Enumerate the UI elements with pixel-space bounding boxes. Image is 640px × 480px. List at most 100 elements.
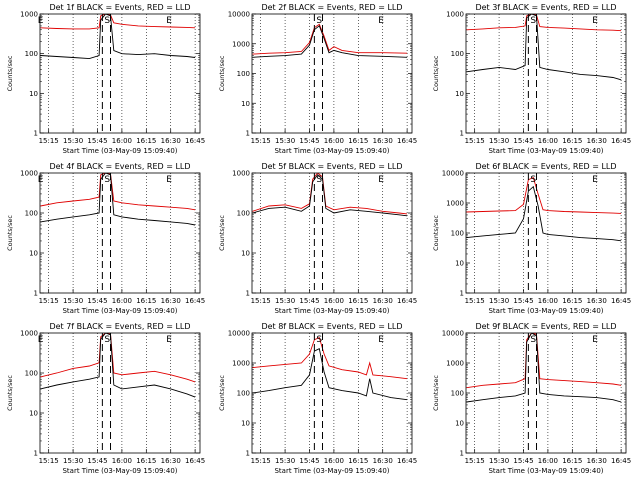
interval-marker-e: E — [166, 335, 172, 345]
plot-frame — [251, 13, 413, 134]
x-tick-label: 16:00 — [538, 457, 558, 465]
detector-panel-3: Det 3f BLACK = Events, RED = LLD 1 10 100 10… — [432, 3, 631, 155]
x-tick-label: 16:00 — [112, 137, 132, 145]
y-tick-label: 100 — [237, 210, 250, 218]
x-tick-label: 15:30 — [275, 137, 295, 145]
interval-marker-e: E — [378, 16, 384, 26]
plot-frame — [39, 172, 201, 294]
y-tick-label: 1 — [460, 130, 464, 138]
x-tick-label: 15:30 — [489, 457, 509, 465]
y-tick-label: 100 — [25, 370, 38, 378]
y-tick-label: 10 — [29, 410, 38, 418]
x-tick-label: 16:00 — [538, 297, 558, 305]
interval-marker-s: S — [104, 16, 110, 26]
interval-marker-e: E — [38, 175, 44, 185]
detector-panel-2: Det 2f BLACK = Events, RED = LLD 1 10 100 10… — [218, 3, 417, 155]
y-tick-label: 100 — [451, 390, 464, 398]
plot-frame — [251, 172, 413, 294]
x-tick-label: 16:45 — [397, 457, 417, 465]
y-tick-label: 10 — [455, 90, 464, 98]
y-tick-label: 10 — [241, 250, 250, 258]
y-axis-label: Counts/sec — [6, 215, 14, 251]
y-axis-label: Counts/sec — [6, 375, 14, 411]
y-axis-label: Counts/sec — [218, 215, 226, 251]
x-tick-label: 16:45 — [611, 457, 631, 465]
y-tick-label: 10000 — [442, 330, 464, 338]
y-tick-label: 100 — [451, 50, 464, 58]
x-tick-label: 16:45 — [185, 297, 205, 305]
detector-panel-8: Det 8f BLACK = Events, RED = LLD 1 10 100 10… — [218, 322, 417, 475]
x-tick-label: 16:15 — [562, 137, 582, 145]
plot-frame — [39, 332, 201, 454]
x-tick-label: 16:30 — [587, 457, 607, 465]
x-axis-label: Start Time (03-May-09 15:09:40) — [62, 147, 177, 155]
x-tick-label: 15:15 — [465, 137, 485, 145]
x-tick-label: 16:15 — [348, 137, 368, 145]
plot-frame — [465, 332, 627, 454]
y-tick-label: 1000 — [20, 330, 38, 338]
x-tick-label: 15:45 — [87, 137, 107, 145]
x-tick-label: 16:00 — [324, 297, 344, 305]
interval-marker-e: E — [166, 175, 172, 185]
interval-marker-s: S — [530, 335, 536, 345]
y-tick-label: 10 — [455, 260, 464, 268]
y-tick-label: 100 — [25, 50, 38, 58]
y-tick-label: 10 — [29, 90, 38, 98]
y-tick-label: 10 — [241, 420, 250, 428]
x-tick-label: 15:45 — [299, 457, 319, 465]
y-tick-label: 10000 — [228, 330, 250, 338]
detector-panel-4: Det 4f BLACK = Events, RED = LLD 1 10 100 10… — [6, 162, 205, 315]
series-line-events — [252, 348, 408, 401]
y-axis-label: Counts/sec — [6, 55, 14, 91]
x-tick-label: 15:45 — [299, 297, 319, 305]
series-group — [252, 23, 408, 58]
y-tick-label: 1 — [460, 450, 464, 458]
plot-frame — [465, 13, 627, 134]
series-line-lld — [466, 176, 622, 214]
x-tick-label: 16:45 — [185, 457, 205, 465]
y-tick-label: 1000 — [20, 170, 38, 178]
interval-marker-s: S — [104, 335, 110, 345]
x-tick-label: 16:30 — [587, 297, 607, 305]
x-tick-label: 16:15 — [562, 297, 582, 305]
x-tick-label: 15:30 — [489, 137, 509, 145]
panel-title: Det 7f BLACK = Events, RED = LLD — [49, 322, 190, 331]
x-tick-label: 16:15 — [136, 137, 156, 145]
y-axis-label: Counts/sec — [432, 215, 440, 251]
y-axis-label: Counts/sec — [432, 55, 440, 91]
x-tick-label: 15:15 — [465, 457, 485, 465]
y-tick-label: 1000 — [232, 170, 250, 178]
x-tick-label: 15:15 — [465, 297, 485, 305]
x-tick-label: 16:30 — [373, 457, 393, 465]
series-line-events — [466, 185, 622, 242]
x-axis-label: Start Time (03-May-09 15:09:40) — [488, 147, 603, 155]
panel-title: Det 4f BLACK = Events, RED = LLD — [49, 162, 190, 171]
x-axis-label: Start Time (03-May-09 15:09:40) — [488, 307, 603, 315]
y-tick-label: 100 — [237, 390, 250, 398]
x-tick-label: 15:45 — [513, 137, 533, 145]
y-tick-label: 100 — [237, 70, 250, 78]
x-tick-label: 16:15 — [348, 457, 368, 465]
interval-marker-s: S — [316, 175, 322, 185]
plot-frame — [465, 172, 627, 294]
x-tick-label: 16:15 — [136, 297, 156, 305]
y-axis-label: Counts/sec — [218, 55, 226, 91]
x-tick-label: 15:30 — [275, 297, 295, 305]
x-tick-label: 16:45 — [397, 137, 417, 145]
detector-panel-7: Det 7f BLACK = Events, RED = LLD 1 10 100 10… — [6, 322, 205, 475]
x-tick-label: 15:30 — [63, 457, 83, 465]
panel-title: Det 6f BLACK = Events, RED = LLD — [475, 162, 616, 171]
y-tick-label: 1 — [34, 130, 38, 138]
series-line-lld — [252, 23, 408, 55]
y-tick-label: 1 — [246, 290, 250, 298]
y-tick-label: 10 — [455, 420, 464, 428]
x-axis-label: Start Time (03-May-09 15:09:40) — [274, 467, 389, 475]
y-tick-label: 1 — [246, 450, 250, 458]
y-tick-label: 1000 — [446, 11, 464, 19]
y-tick-label: 1 — [34, 450, 38, 458]
panel-title: Det 2f BLACK = Events, RED = LLD — [261, 3, 402, 12]
interval-marker-e: E — [592, 16, 598, 26]
y-tick-label: 1 — [34, 290, 38, 298]
plot-frame — [39, 13, 201, 134]
